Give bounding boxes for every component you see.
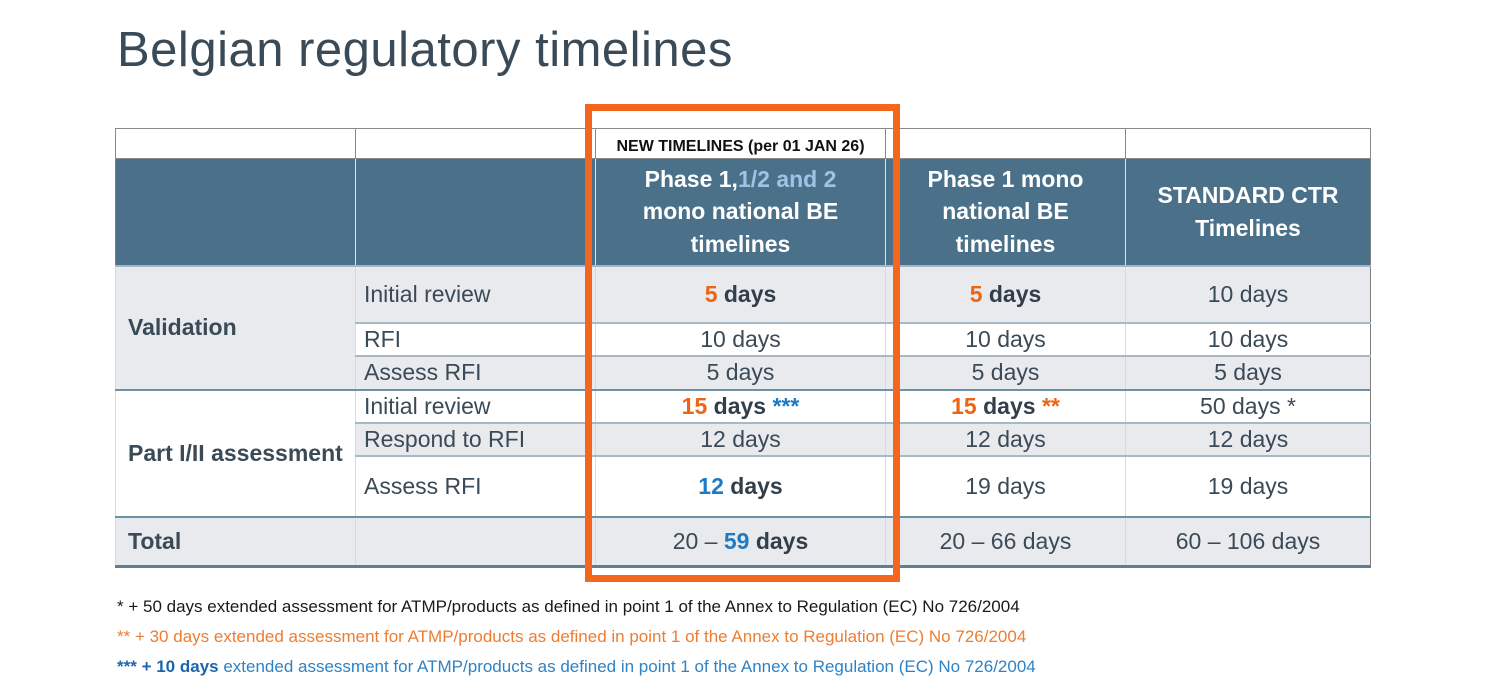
timelines-table-wrap: NEW TIMELINES (per 01 JAN 26) Phase 1,1/… xyxy=(115,128,1371,568)
row-assessment-assess: Assess RFI 12 days 19 days 19 days xyxy=(116,454,1371,517)
footnote-mark: *** xyxy=(772,392,800,419)
footnote-3: *** + 10 days extended assessment for AT… xyxy=(117,652,1036,682)
cell-validation-initial-std: 10 days xyxy=(1125,265,1371,323)
cell-assessment-initial-new1: 15 days ** xyxy=(885,388,1126,423)
cell-assessment-assess-new1: 19 days xyxy=(885,454,1126,517)
value-unit: days xyxy=(982,280,1042,307)
value-unit: days xyxy=(707,392,773,419)
value-unit: days xyxy=(976,392,1042,419)
value-unit: days xyxy=(717,280,777,307)
cell-assessment-initial-new12: 15 days *** xyxy=(595,388,886,423)
cell-validation-assess-step: Assess RFI xyxy=(355,354,596,390)
row-validation-initial: Validation Initial review 5 days 5 days … xyxy=(115,265,1371,390)
cell-validation-initial-new1: 5 days xyxy=(885,265,1126,323)
row-total: Total 20 – 59 days 20 – 66 days 60 – 106… xyxy=(115,515,1371,568)
value-unit: days xyxy=(723,472,783,499)
header-row: Phase 1,1/2 and 2 mono national BE timel… xyxy=(115,158,1371,267)
cell-assessment-assess-std: 19 days xyxy=(1125,454,1371,517)
cell-validation-rfi-new12: 10 days xyxy=(595,321,886,356)
footnotes: * + 50 days extended assessment for ATMP… xyxy=(117,592,1036,682)
value-unit: days xyxy=(749,527,809,554)
header-phase12-line1: Phase 1,1/2 and 2 xyxy=(602,163,879,196)
header-phase12-white: Phase 1, xyxy=(644,165,738,192)
cell-validation-initial-new12: 5 days xyxy=(595,265,886,323)
cell-validation-rfi-step: RFI xyxy=(355,321,596,356)
row-assessment-respond: Respond to RFI 12 days 12 days 12 days xyxy=(116,421,1371,456)
header-phase12-line2: mono national BE timelines xyxy=(642,198,839,258)
highlight-box xyxy=(585,104,900,582)
cell-validation-label: Validation xyxy=(115,265,356,390)
footnote-1: * + 50 days extended assessment for ATMP… xyxy=(117,597,1020,616)
value-number: 59 xyxy=(723,527,750,554)
cell-assessment-respond-new1: 12 days xyxy=(885,421,1126,456)
cell-validation-assess-std: 5 days xyxy=(1125,354,1371,390)
value-number: 12 xyxy=(698,472,724,499)
cell-total-std: 60 – 106 days xyxy=(1125,515,1371,568)
page-title: Belgian regulatory timelines xyxy=(117,23,733,77)
timelines-table: NEW TIMELINES (per 01 JAN 26) Phase 1,1/… xyxy=(115,128,1371,568)
cell-assessment-respond-std: 12 days xyxy=(1125,421,1371,456)
cell-validation-assess-new12: 5 days xyxy=(595,354,886,390)
value-number: 5 xyxy=(704,280,718,307)
header-phase12-lightblue: 1/2 and 2 xyxy=(737,165,837,192)
row-validation-assess: Assess RFI 5 days 5 days 5 days xyxy=(116,354,1371,390)
cell-validation-rfi-new1: 10 days xyxy=(885,321,1126,356)
banner-cell: NEW TIMELINES (per 01 JAN 26) xyxy=(595,128,886,159)
cell-assessment-respond-new12: 12 days xyxy=(595,421,886,456)
cell-total-empty xyxy=(355,515,596,568)
cell-assessment-assess-new12: 12 days xyxy=(595,454,886,517)
header-empty-step xyxy=(355,158,596,267)
footnote-mark: ** xyxy=(1041,392,1060,419)
cell-assessment-assess-step: Assess RFI xyxy=(355,454,596,517)
value-number: 15 xyxy=(951,392,977,419)
header-phase1: Phase 1 mono national BE timelines xyxy=(885,158,1126,267)
cell-assessment-respond-step: Respond to RFI xyxy=(355,421,596,456)
header-phase12: Phase 1,1/2 and 2 mono national BE timel… xyxy=(595,158,886,267)
row-validation-rfi: RFI 10 days 10 days 10 days xyxy=(116,321,1371,356)
cell-total-new12: 20 – 59 days xyxy=(595,515,886,568)
row-assessment-initial: Part I/II assessment Initial review 15 d… xyxy=(115,388,1371,517)
header-empty-category xyxy=(115,158,356,267)
header-standard: STANDARD CTR Timelines xyxy=(1125,158,1371,267)
value-number: 15 xyxy=(681,392,708,419)
cell-assessment-initial-step: Initial review xyxy=(355,388,596,423)
value-prefix: 20 – xyxy=(672,527,724,554)
banner-empty-2 xyxy=(355,128,596,159)
banner-empty-1 xyxy=(115,128,356,159)
banner-label: NEW TIMELINES (per 01 JAN 26) xyxy=(616,138,865,155)
banner-empty-3 xyxy=(885,128,1126,159)
footnote-3-rest: extended assessment for ATMP/products as… xyxy=(218,657,1036,676)
banner-empty-4 xyxy=(1125,128,1371,159)
cell-validation-assess-new1: 5 days xyxy=(885,354,1126,390)
cell-validation-rfi-std: 10 days xyxy=(1125,321,1371,356)
cell-total-new1: 20 – 66 days xyxy=(885,515,1126,568)
cell-assessment-label: Part I/II assessment xyxy=(115,388,356,517)
banner-row: NEW TIMELINES (per 01 JAN 26) xyxy=(115,128,1371,159)
footnote-2: ** + 30 days extended assessment for ATM… xyxy=(117,627,1027,646)
value-number: 5 xyxy=(969,280,983,307)
cell-validation-initial-step: Initial review xyxy=(355,265,596,323)
footnote-3-bold: *** + 10 days xyxy=(117,657,219,676)
cell-assessment-initial-std: 50 days * xyxy=(1125,388,1371,423)
cell-total-label: Total xyxy=(115,515,356,568)
